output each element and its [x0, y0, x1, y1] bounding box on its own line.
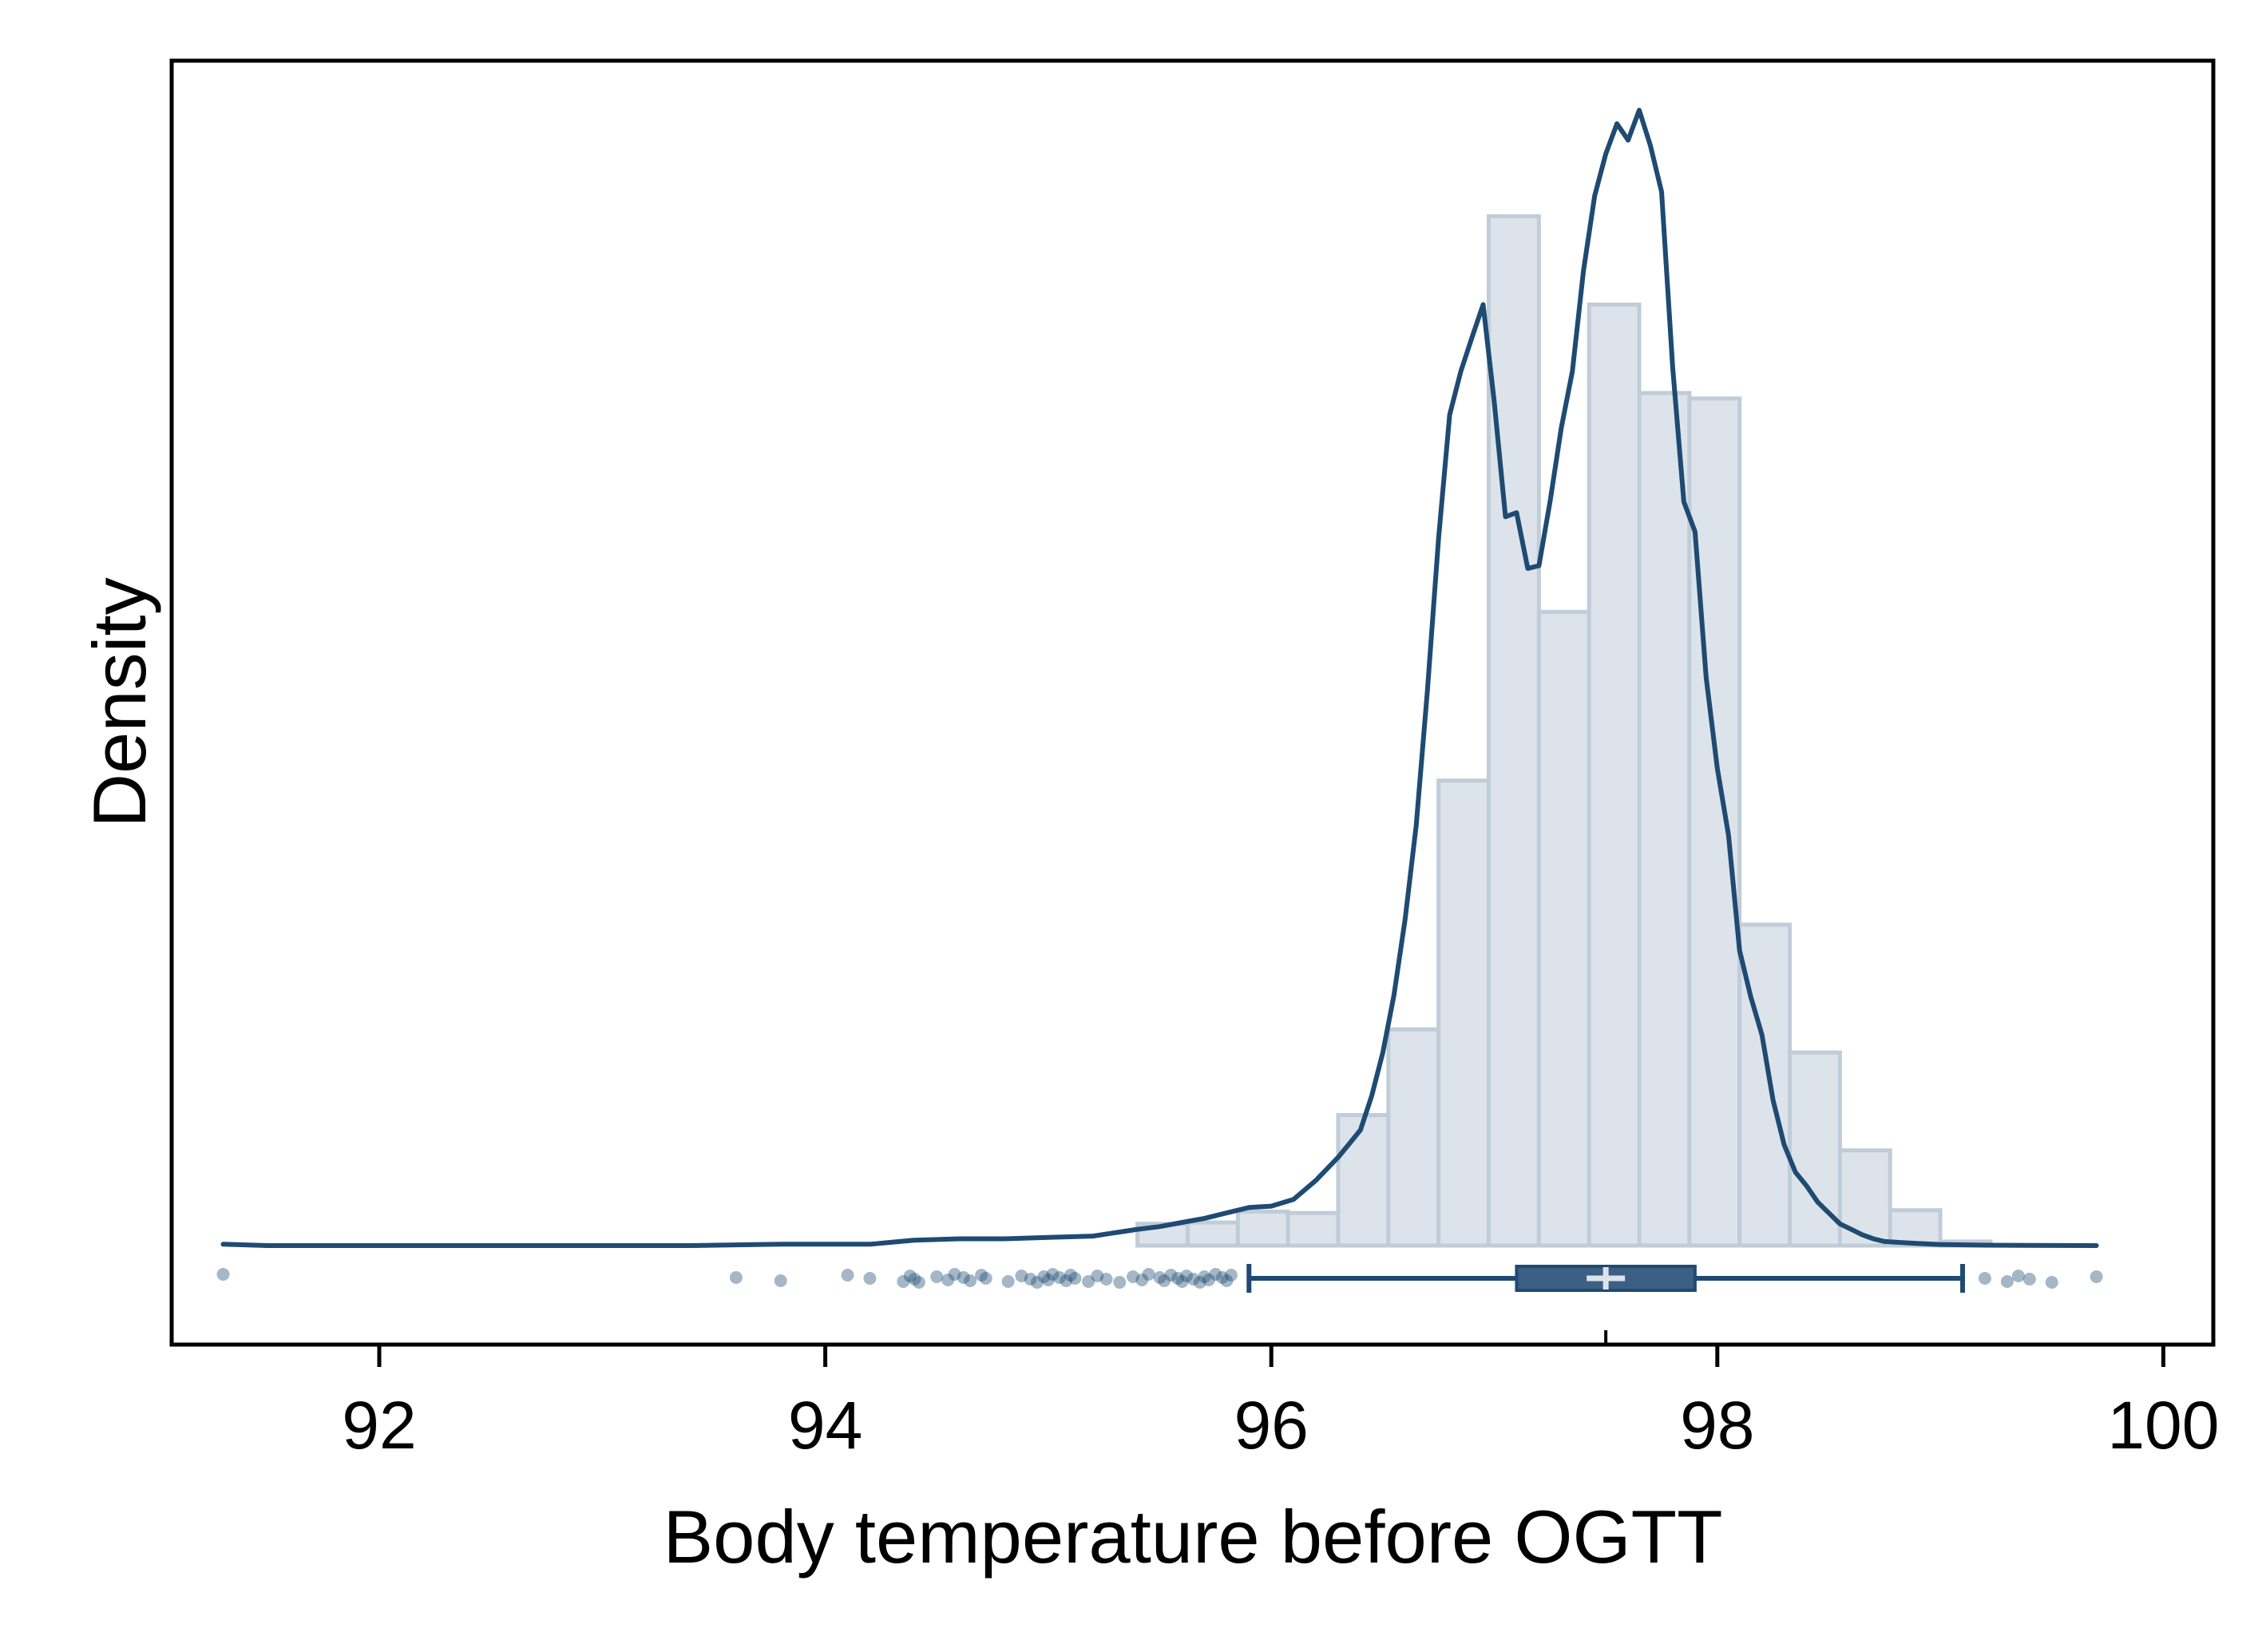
- outlier-point: [1198, 1270, 1211, 1283]
- kde-line: [220, 108, 2099, 1248]
- outlier-point: [1158, 1274, 1171, 1287]
- outlier-point: [2090, 1270, 2103, 1283]
- outlier-point: [1215, 1271, 1229, 1284]
- outlier-point: [1153, 1271, 1167, 1284]
- histogram-bars: [1135, 214, 1993, 1248]
- outlier-point: [897, 1275, 910, 1288]
- outlier-point: [1015, 1270, 1028, 1282]
- x-tick-label: 96: [1234, 1388, 1308, 1463]
- kde-curve-group: [220, 108, 2099, 1248]
- outlier-point: [1001, 1275, 1015, 1288]
- histogram-bar: [1436, 778, 1492, 1248]
- outlier-point: [1135, 1274, 1149, 1286]
- outlier-point: [957, 1271, 970, 1284]
- outlier-point: [1127, 1270, 1140, 1283]
- outlier-point: [1052, 1271, 1066, 1284]
- histogram-bar: [1286, 1210, 1341, 1248]
- x-tick-label: 94: [788, 1388, 862, 1463]
- outlier-point: [1099, 1273, 1113, 1286]
- outlier-point: [1171, 1272, 1184, 1285]
- x-tick-label: 98: [1680, 1388, 1754, 1463]
- outlier-point: [1113, 1276, 1127, 1289]
- histogram-bar: [1185, 1220, 1240, 1248]
- histogram-bar: [1837, 1148, 1892, 1248]
- outlier-point: [1091, 1270, 1104, 1282]
- outlier-point: [1037, 1270, 1051, 1283]
- outlier-point: [1224, 1269, 1238, 1282]
- outlier-point: [1024, 1273, 1037, 1286]
- outlier-point: [2022, 1273, 2036, 1286]
- outlier-point: [1060, 1274, 1073, 1287]
- outlier-point: [964, 1274, 977, 1287]
- outlier-point: [1180, 1270, 1194, 1282]
- plot-frame: [169, 58, 2216, 1347]
- outlier-point: [979, 1272, 992, 1285]
- outlier-point: [863, 1272, 877, 1285]
- outlier-point: [941, 1274, 955, 1286]
- x-axis-ticks: 92 94 96 98 100: [342, 1345, 2219, 1463]
- y-axis-title: Density: [77, 577, 161, 827]
- outlier-point: [2000, 1275, 2014, 1288]
- outlier-point: [930, 1270, 944, 1283]
- outlier-point: [1142, 1268, 1155, 1281]
- outlier-point: [1164, 1269, 1178, 1282]
- outlier-point: [1068, 1272, 1082, 1285]
- outlier-point: [1030, 1276, 1044, 1289]
- outlier-point: [975, 1269, 988, 1282]
- outlier-point: [1209, 1268, 1222, 1281]
- outlier-point: [774, 1274, 787, 1287]
- x-tick-label: 92: [342, 1388, 416, 1463]
- outlier-point: [903, 1270, 917, 1282]
- outlier-point: [908, 1273, 921, 1286]
- histogram-bar: [1536, 609, 1591, 1248]
- boxplot-group: [1246, 1264, 1966, 1293]
- outlier-point: [1220, 1274, 1234, 1287]
- outlier-point: [1978, 1272, 1991, 1285]
- outlier-point: [1046, 1268, 1060, 1281]
- histogram-bar: [1386, 1027, 1441, 1248]
- outlier-point: [216, 1268, 230, 1281]
- outlier-point: [1175, 1275, 1189, 1288]
- outlier-point: [2011, 1270, 2025, 1282]
- outlier-point: [1041, 1274, 1055, 1286]
- outlier-point: [1082, 1275, 1095, 1288]
- x-tick-label: 100: [2107, 1388, 2219, 1463]
- histogram-bar: [1637, 390, 1692, 1248]
- histogram-bar: [1487, 214, 1541, 1248]
- histogram-bar: [1235, 1209, 1290, 1248]
- outlier-point: [729, 1271, 743, 1284]
- histogram-bar: [1888, 1208, 1943, 1248]
- histogram-bar: [1587, 303, 1642, 1248]
- x-axis-title: Body temperature before OGTT: [663, 1495, 1722, 1579]
- outlier-point: [912, 1276, 925, 1289]
- histogram-bar: [1687, 396, 1742, 1248]
- outlier-point: [1064, 1269, 1077, 1282]
- outlier-point: [948, 1268, 961, 1281]
- outlier-point: [1202, 1274, 1215, 1286]
- histogram-bar: [1336, 1113, 1391, 1248]
- outlier-point: [1193, 1276, 1206, 1289]
- outlier-point: [1186, 1273, 1200, 1286]
- outlier-point: [841, 1269, 854, 1282]
- outlier-points: [216, 1268, 2103, 1289]
- outlier-point: [2045, 1276, 2058, 1289]
